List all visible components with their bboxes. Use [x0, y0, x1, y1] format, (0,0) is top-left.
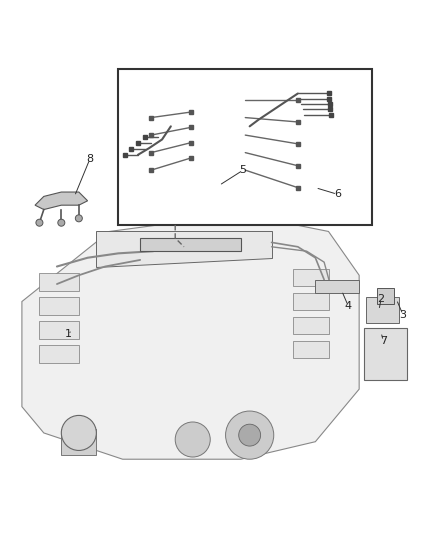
Bar: [39, 321, 79, 339]
Bar: [377, 288, 394, 304]
Bar: [315, 280, 359, 293]
Text: 6: 6: [334, 189, 341, 199]
Circle shape: [175, 422, 210, 457]
Circle shape: [58, 219, 65, 226]
Polygon shape: [35, 192, 88, 209]
Bar: [364, 328, 407, 381]
Bar: [39, 345, 79, 363]
Bar: [61, 429, 96, 455]
Polygon shape: [140, 238, 241, 251]
Circle shape: [36, 219, 43, 226]
Circle shape: [239, 424, 261, 446]
Text: 5: 5: [240, 165, 247, 175]
Text: 4: 4: [345, 301, 352, 311]
Text: 7: 7: [380, 336, 387, 346]
Bar: [293, 269, 328, 286]
Bar: [118, 69, 372, 225]
Polygon shape: [22, 214, 359, 459]
Bar: [293, 341, 328, 359]
Text: 8: 8: [86, 154, 93, 164]
Bar: [293, 293, 328, 310]
Text: 3: 3: [399, 310, 406, 320]
Polygon shape: [96, 231, 272, 266]
Bar: [39, 273, 79, 290]
Bar: [293, 317, 328, 334]
Bar: [366, 297, 399, 324]
Bar: [39, 297, 79, 314]
Circle shape: [75, 215, 82, 222]
Text: 2: 2: [378, 294, 385, 304]
Text: 1: 1: [64, 329, 71, 340]
Circle shape: [61, 415, 96, 450]
Circle shape: [226, 411, 274, 459]
